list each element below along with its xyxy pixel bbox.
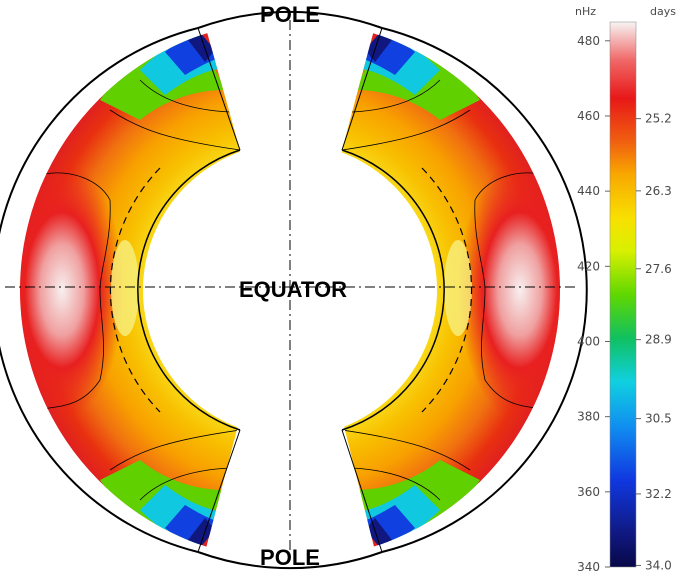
colorbar-left-tick: 440 — [577, 184, 600, 198]
colorbar-right-tick: 27.6 — [645, 262, 672, 276]
colorbar-right-tick: 26.3 — [645, 184, 672, 198]
colorbar-right-tick: 25.2 — [645, 112, 672, 126]
colorbar-right-tick: 34.0 — [645, 558, 672, 572]
colorbar-right-tick: 30.5 — [645, 412, 672, 426]
colorbar-left-tick: 360 — [577, 485, 600, 499]
label-equator: EQUATOR — [239, 277, 347, 302]
label-pole-top: POLE — [260, 2, 320, 27]
tachocline-left — [109, 167, 161, 413]
colorbar-right-unit: days — [650, 5, 676, 18]
colorbar-left-unit: nHz — [575, 5, 596, 18]
colorbar-right-tick: 28.9 — [645, 333, 672, 347]
colorbar: nHz days 480 460 440 420 400 380 360 340 25.2 26.… — [575, 5, 676, 574]
colorbar-left-tick: 460 — [577, 109, 600, 123]
contour-lines — [39, 79, 546, 501]
colorbar-strip — [609, 21, 637, 568]
colorbar-left-tick: 400 — [577, 334, 600, 348]
colorbar-left-tick: 340 — [577, 560, 600, 574]
colorbar-left-tick: 480 — [577, 34, 600, 48]
label-pole-bottom: POLE — [260, 545, 320, 570]
colorbar-left-tick: 420 — [577, 259, 600, 273]
colorbar-left-tick: 380 — [577, 410, 600, 424]
tachocline-right — [421, 167, 473, 413]
colorbar-right-tick: 32.2 — [645, 487, 672, 501]
outer-boundary — [197, 10, 383, 29]
inner-boundary — [137, 149, 241, 431]
